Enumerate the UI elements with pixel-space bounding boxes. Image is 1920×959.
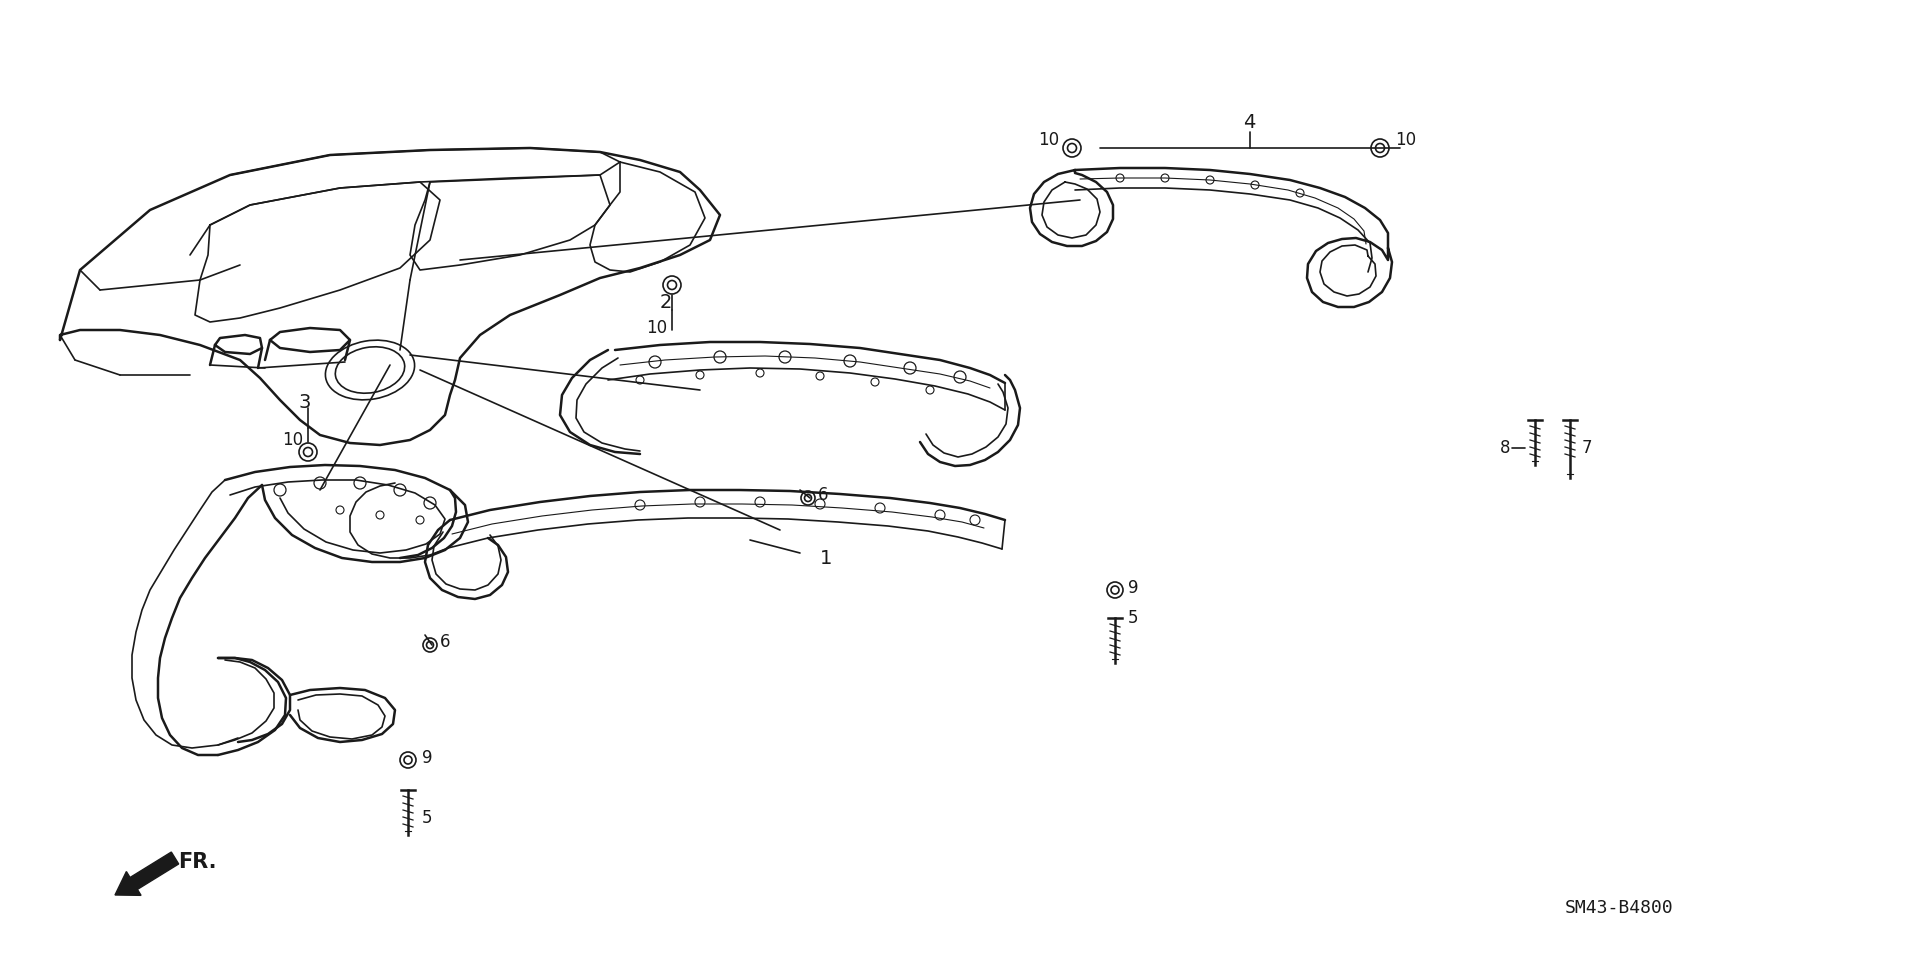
Text: 9: 9 xyxy=(422,749,432,767)
Text: 6: 6 xyxy=(818,486,829,504)
Text: 8: 8 xyxy=(1500,439,1511,457)
Text: 2: 2 xyxy=(660,293,672,313)
Text: FR.: FR. xyxy=(179,852,217,872)
FancyArrow shape xyxy=(115,852,179,896)
Text: 5: 5 xyxy=(422,809,432,827)
Text: 7: 7 xyxy=(1582,439,1592,457)
Text: 4: 4 xyxy=(1242,112,1256,131)
Text: 10: 10 xyxy=(282,431,303,449)
Text: 10: 10 xyxy=(1039,131,1060,149)
Text: 10: 10 xyxy=(645,319,666,337)
Text: 3: 3 xyxy=(298,392,311,411)
Text: SM43-B4800: SM43-B4800 xyxy=(1565,899,1674,917)
Text: 9: 9 xyxy=(1129,579,1139,597)
Text: 1: 1 xyxy=(820,549,833,568)
Text: 6: 6 xyxy=(440,633,451,651)
Text: 5: 5 xyxy=(1129,609,1139,627)
Text: 10: 10 xyxy=(1396,131,1417,149)
